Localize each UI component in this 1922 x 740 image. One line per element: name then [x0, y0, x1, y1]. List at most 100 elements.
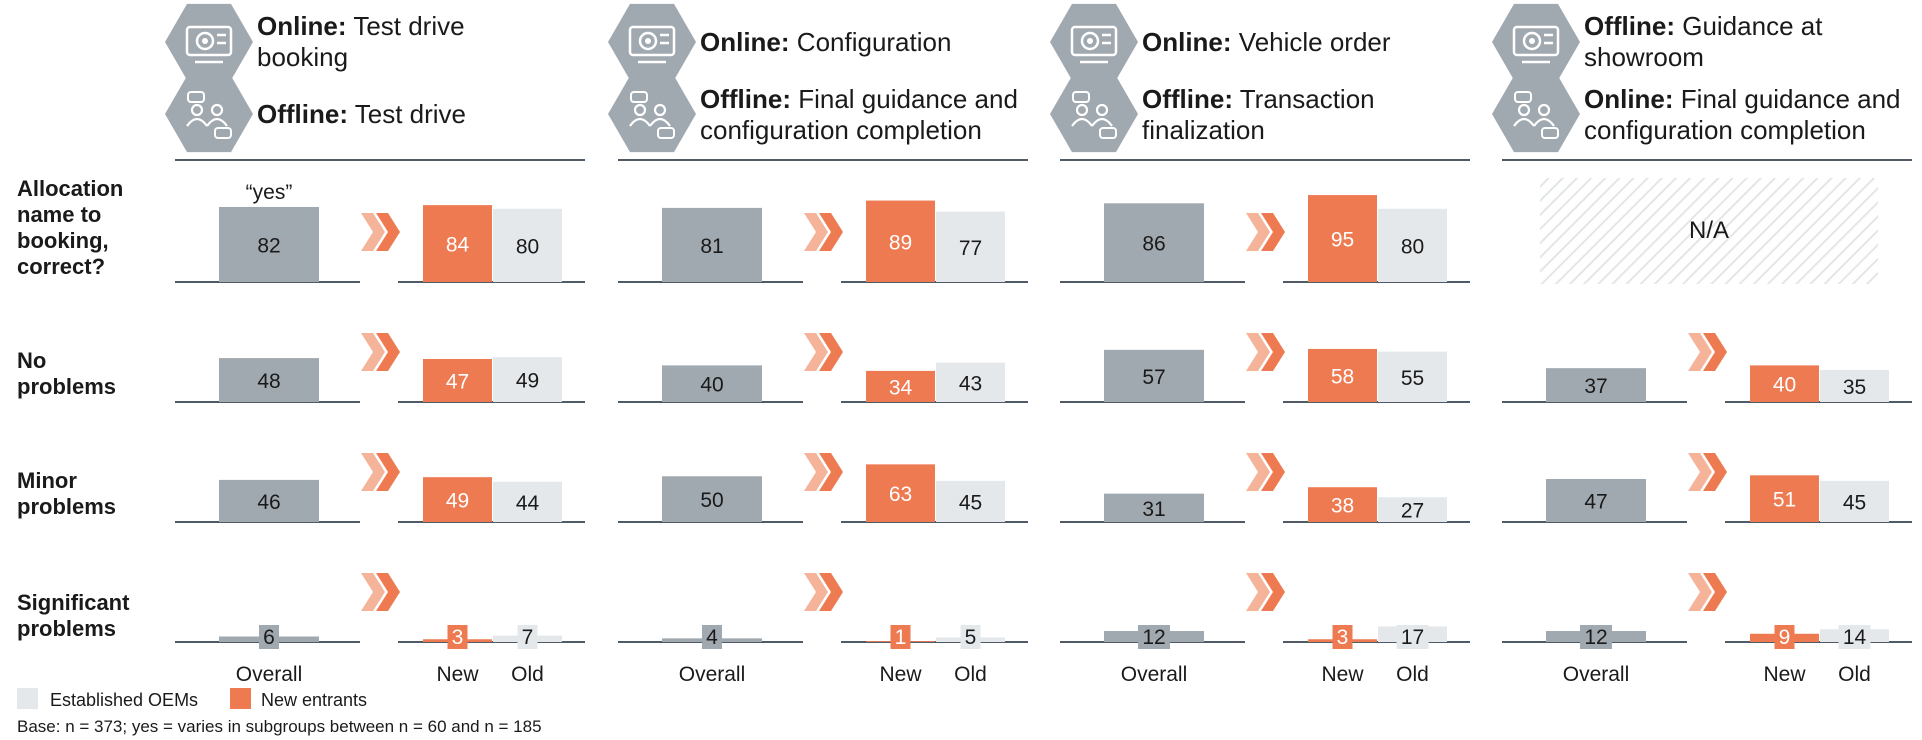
header-bottom-2-text: Final guidance and — [791, 84, 1018, 114]
value-label-new: 47 — [446, 370, 469, 393]
header-top-3: Online: Vehicle order — [1142, 27, 1391, 57]
value-label-new: 40 — [1773, 374, 1796, 397]
cell-r4-c2: 4 1 5 Overall New Old — [618, 573, 1028, 686]
value-label-overall: 12 — [1584, 626, 1607, 649]
bar-new — [423, 477, 492, 522]
header-top-1: Online: Test drive booking — [257, 11, 465, 72]
value-label-old: 17 — [1401, 626, 1424, 649]
value-label-overall: 81 — [700, 235, 723, 258]
chevron-arrow-icon — [361, 213, 400, 251]
value-label-new-bg — [1774, 625, 1795, 649]
monitor-icon — [1050, 3, 1138, 81]
column-header-2: Online: Configuration Offline: Final guid… — [618, 27, 1028, 161]
legend: Established OEMs New entrants — [17, 688, 367, 710]
value-label-overall: 82 — [257, 234, 280, 257]
category-label-old: Old — [1396, 663, 1429, 686]
header-bottom-2-text-cont: configuration completion — [700, 115, 982, 145]
bar-overall — [662, 365, 762, 402]
row-label-line: No — [17, 348, 46, 373]
row-label-line: name to — [17, 202, 101, 227]
category-label-overall: Overall — [1121, 663, 1188, 686]
bar-old — [936, 211, 1005, 282]
people-chat-icon — [1492, 75, 1580, 153]
value-label-new: 89 — [889, 231, 912, 254]
value-label-old: 5 — [965, 626, 977, 649]
value-label-old: 45 — [1843, 491, 1866, 514]
header-bottom-3-text: Transaction — [1233, 84, 1375, 114]
category-label-new: New — [1321, 663, 1364, 686]
header-top-2-text: Configuration — [790, 27, 952, 57]
header-bottom-4-text-cont: configuration completion — [1584, 115, 1866, 145]
value-label-overall-bg — [1138, 625, 1170, 649]
value-label-new: 38 — [1331, 495, 1354, 518]
value-label-overall-bg — [259, 625, 279, 649]
chevron-arrow-icon — [804, 453, 843, 491]
header-bottom-1: Offline: Test drive — [257, 99, 466, 129]
bar-old — [1378, 497, 1447, 522]
header-bottom-4-bold: Online: — [1584, 84, 1674, 114]
value-label-old: 35 — [1843, 376, 1866, 399]
header-top-4-text-cont: showroom — [1584, 42, 1704, 72]
bar-old — [493, 357, 562, 402]
value-label-new: 95 — [1331, 229, 1354, 252]
cell-r2-c1: 48 47 49 — [175, 333, 585, 403]
header-bottom-1-text: Test drive — [348, 99, 466, 129]
value-label-old: 14 — [1843, 626, 1867, 649]
bar-overall — [662, 207, 762, 282]
cell-r4-c4: 12 9 14 Overall New Old — [1502, 573, 1912, 686]
people-chat-icon — [1050, 75, 1138, 153]
na-label: N/A — [1689, 217, 1729, 244]
legend-swatch-new — [230, 688, 251, 709]
bar-old — [493, 481, 562, 522]
chevron-arrow-icon — [1246, 213, 1285, 251]
chevron-arrow-icon — [804, 213, 843, 251]
row-label-line: problems — [17, 494, 116, 519]
category-label-new: New — [436, 663, 479, 686]
value-label-new: 84 — [446, 234, 470, 257]
chevron-arrow-icon — [804, 333, 843, 371]
bar-new — [1308, 348, 1377, 402]
yes-label: “yes” — [246, 181, 293, 204]
row-label-line: problems — [17, 616, 116, 641]
bar-overall — [1104, 493, 1204, 522]
value-label-old: 43 — [959, 372, 982, 395]
footnote: Base: n = 373; yes = varies in subgroups… — [17, 717, 542, 736]
header-bottom-3: Offline: Transaction finalization — [1142, 84, 1375, 145]
bar-overall — [219, 479, 319, 522]
value-label-old-bg — [517, 625, 538, 649]
value-label-overall-bg — [702, 625, 722, 649]
bar-old — [1378, 208, 1447, 282]
bar-old — [936, 480, 1005, 522]
bar-new — [866, 370, 935, 402]
value-label-new-bg — [890, 625, 911, 649]
header-top-4: Offline: Guidance at showroom — [1584, 11, 1823, 72]
value-label-old-bg — [1838, 625, 1871, 649]
value-label-new: 1 — [895, 626, 907, 649]
chevron-arrow-icon — [1688, 573, 1727, 611]
value-label-old: 45 — [959, 491, 982, 514]
bar-overall — [1104, 203, 1204, 282]
bar-new — [423, 205, 492, 282]
monitor-icon — [1492, 3, 1580, 81]
value-label-overall: 31 — [1142, 498, 1165, 521]
value-label-new-bg — [1332, 625, 1353, 649]
header-top-3-bold: Online: — [1142, 27, 1232, 57]
value-label-old: 80 — [1401, 235, 1424, 258]
value-label-old: 55 — [1401, 367, 1424, 390]
header-top-4-bold: Offline: — [1584, 11, 1675, 41]
cell-r2-c4: 37 40 35 — [1502, 333, 1912, 403]
value-label-old: 49 — [516, 370, 539, 393]
header-top-1-text: Test drive — [347, 11, 465, 41]
category-label-overall: Overall — [236, 663, 303, 686]
cell-r1-c2: 81 89 77 — [618, 200, 1028, 283]
value-label-old: 44 — [516, 492, 540, 515]
chevron-arrow-icon — [1688, 333, 1727, 371]
bar-old — [493, 208, 562, 282]
header-top-3-text: Vehicle order — [1232, 27, 1391, 57]
chevron-arrow-icon — [361, 573, 400, 611]
cell-r4-c3: 12 3 17 Overall New Old — [1060, 573, 1470, 686]
